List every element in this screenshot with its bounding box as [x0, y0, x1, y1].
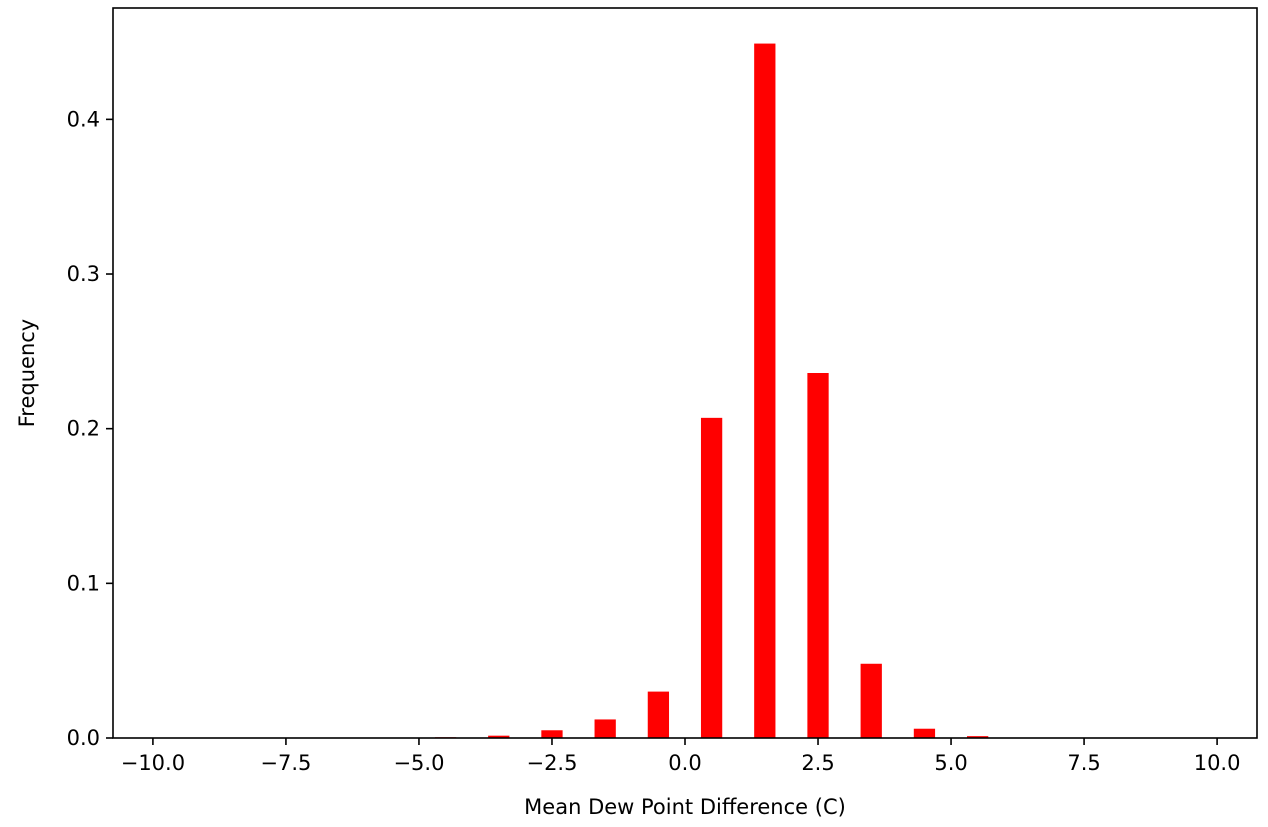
y-tick-label: 0.0: [67, 726, 100, 750]
y-tick-label: 0.2: [67, 417, 100, 441]
bar: [647, 691, 670, 738]
bar: [860, 663, 882, 738]
y-tick-label: 0.3: [67, 262, 100, 286]
x-tick-label: −10.0: [121, 751, 185, 775]
x-tick-label: 10.0: [1194, 751, 1241, 775]
bar: [541, 730, 563, 738]
bar: [488, 735, 510, 738]
y-tick-label: 0.1: [67, 571, 100, 595]
x-tick-label: −5.0: [393, 751, 444, 775]
x-tick-label: 0.0: [668, 751, 701, 775]
bar: [700, 417, 723, 738]
x-tick-label: −7.5: [260, 751, 311, 775]
bar: [807, 373, 829, 738]
y-axis-ticks: 0.0 0.1 0.2 0.3 0.4: [67, 107, 113, 750]
x-tick-label: 5.0: [934, 751, 967, 775]
y-axis-label: Frequency: [15, 319, 39, 428]
x-axis-label: Mean Dew Point Difference (C): [524, 795, 846, 819]
x-tick-label: 7.5: [1067, 751, 1100, 775]
bar: [594, 719, 616, 738]
x-tick-label: 2.5: [801, 751, 834, 775]
x-tick-label: −2.5: [526, 751, 577, 775]
bar: [967, 736, 989, 738]
bar: [913, 728, 936, 738]
bar: [754, 43, 776, 738]
bars-group: [434, 43, 989, 738]
y-tick-label: 0.4: [67, 107, 100, 131]
x-axis-ticks: −10.0 −7.5 −5.0 −2.5 0.0 2.5 5.0 7.5 10.0: [121, 738, 1241, 775]
plot-frame: [112, 7, 1258, 739]
